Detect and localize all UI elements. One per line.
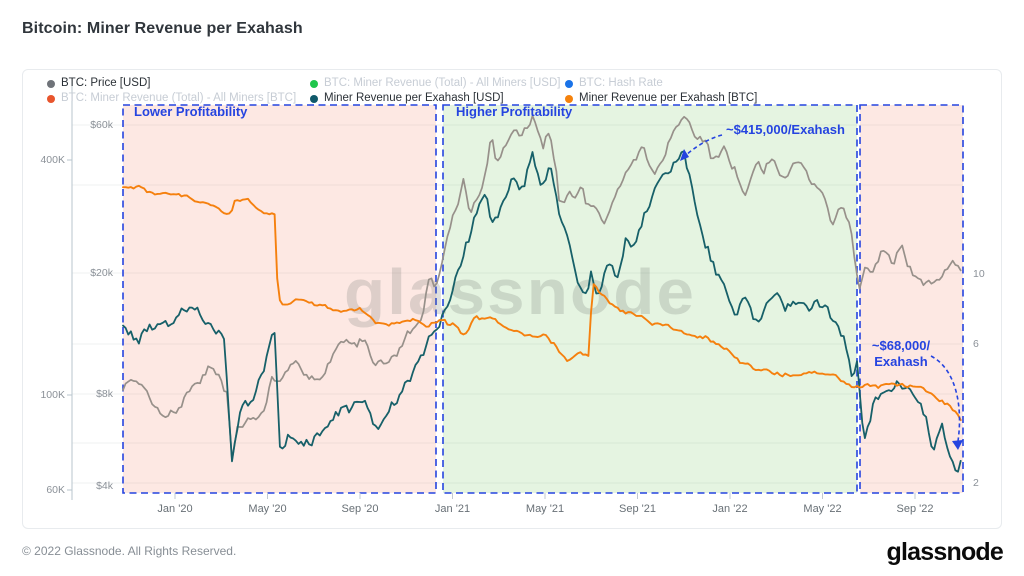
- legend-label: BTC: Hash Rate: [579, 77, 663, 89]
- page-title: Bitcoin: Miner Revenue per Exahash: [22, 20, 303, 37]
- legend-dot-icon: [310, 79, 318, 88]
- legend-item-4[interactable]: Miner Revenue per Exahash [USD]: [310, 92, 504, 105]
- legend-label: BTC: Miner Revenue (Total) - All Miners …: [324, 77, 561, 89]
- legend-label: Miner Revenue per Exahash [USD]: [324, 92, 504, 104]
- copyright-text: © 2022 Glassnode. All Rights Reserved.: [22, 544, 237, 558]
- legend-item-2[interactable]: BTC: Hash Rate: [565, 77, 663, 90]
- legend-item-5[interactable]: Miner Revenue per Exahash [BTC]: [565, 92, 757, 105]
- legend-dot-icon: [310, 94, 318, 103]
- legend-item-3[interactable]: BTC: Miner Revenue (Total) - All Miners …: [47, 92, 296, 105]
- legend-label: Miner Revenue per Exahash [BTC]: [579, 92, 758, 104]
- legend-dot-icon: [47, 94, 55, 103]
- legend-label: BTC: Miner Revenue (Total) - All Miners …: [61, 92, 297, 104]
- chart-card: [22, 69, 1002, 529]
- legend-dot-icon: [565, 79, 573, 88]
- legend-dot-icon: [47, 79, 55, 88]
- glassnode-logo: glassnode: [886, 538, 1004, 566]
- legend-item-1[interactable]: BTC: Miner Revenue (Total) - All Miners …: [310, 77, 560, 90]
- legend-dot-icon: [565, 94, 573, 103]
- legend-label: BTC: Price [USD]: [61, 77, 151, 89]
- legend-item-0[interactable]: BTC: Price [USD]: [47, 77, 150, 90]
